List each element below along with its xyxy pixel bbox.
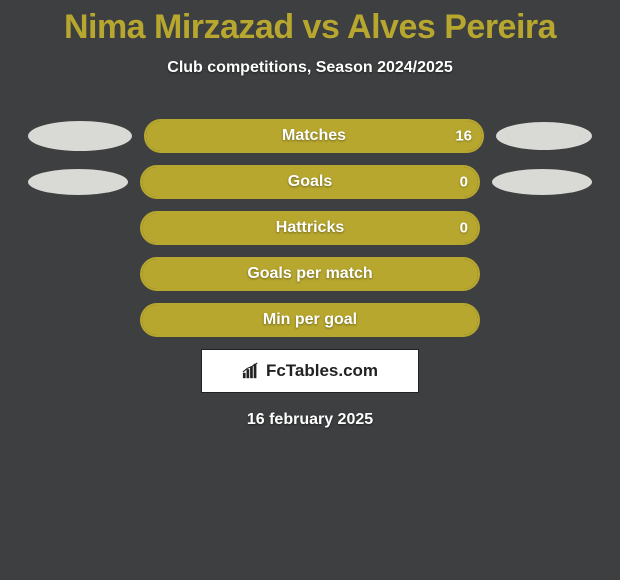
stat-bar: Hattricks 0 — [140, 211, 480, 245]
stat-row: Goals 0 — [0, 165, 620, 199]
bar-value: 0 — [460, 174, 468, 191]
page-title: Nima Mirzazad vs Alves Pereira — [0, 0, 620, 47]
date-text: 16 february 2025 — [0, 411, 620, 429]
stat-row: Min per goal — [0, 303, 620, 337]
left-spacer — [28, 274, 128, 275]
right-spacer — [492, 320, 592, 321]
stat-row: Matches 16 — [0, 119, 620, 153]
subtitle: Club competitions, Season 2024/2025 — [0, 59, 620, 77]
stat-row: Goals per match — [0, 257, 620, 291]
bar-label: Goals per match — [247, 265, 372, 283]
left-oval — [28, 169, 128, 195]
stat-bar: Goals per match — [140, 257, 480, 291]
logo-box: FcTables.com — [201, 349, 419, 393]
right-spacer — [492, 228, 592, 229]
bar-label: Min per goal — [263, 311, 357, 329]
bar-label: Matches — [282, 127, 346, 145]
left-oval — [28, 121, 132, 151]
bar-label: Hattricks — [276, 219, 344, 237]
comparison-infographic: Nima Mirzazad vs Alves Pereira Club comp… — [0, 0, 620, 580]
right-oval — [492, 169, 592, 195]
stat-bar: Min per goal — [140, 303, 480, 337]
right-spacer — [492, 274, 592, 275]
left-spacer — [28, 228, 128, 229]
bar-value: 16 — [455, 128, 472, 145]
stat-bar: Matches 16 — [144, 119, 484, 153]
stat-row: Hattricks 0 — [0, 211, 620, 245]
bar-value: 0 — [460, 220, 468, 237]
left-spacer — [28, 320, 128, 321]
bar-label: Goals — [288, 173, 332, 191]
stats-chart: Matches 16 Goals 0 Hattricks 0 Goals per match… — [0, 119, 620, 337]
right-oval — [496, 122, 592, 150]
bar-chart-icon — [242, 362, 260, 380]
stat-bar: Goals 0 — [140, 165, 480, 199]
logo-text: FcTables.com — [266, 361, 378, 381]
